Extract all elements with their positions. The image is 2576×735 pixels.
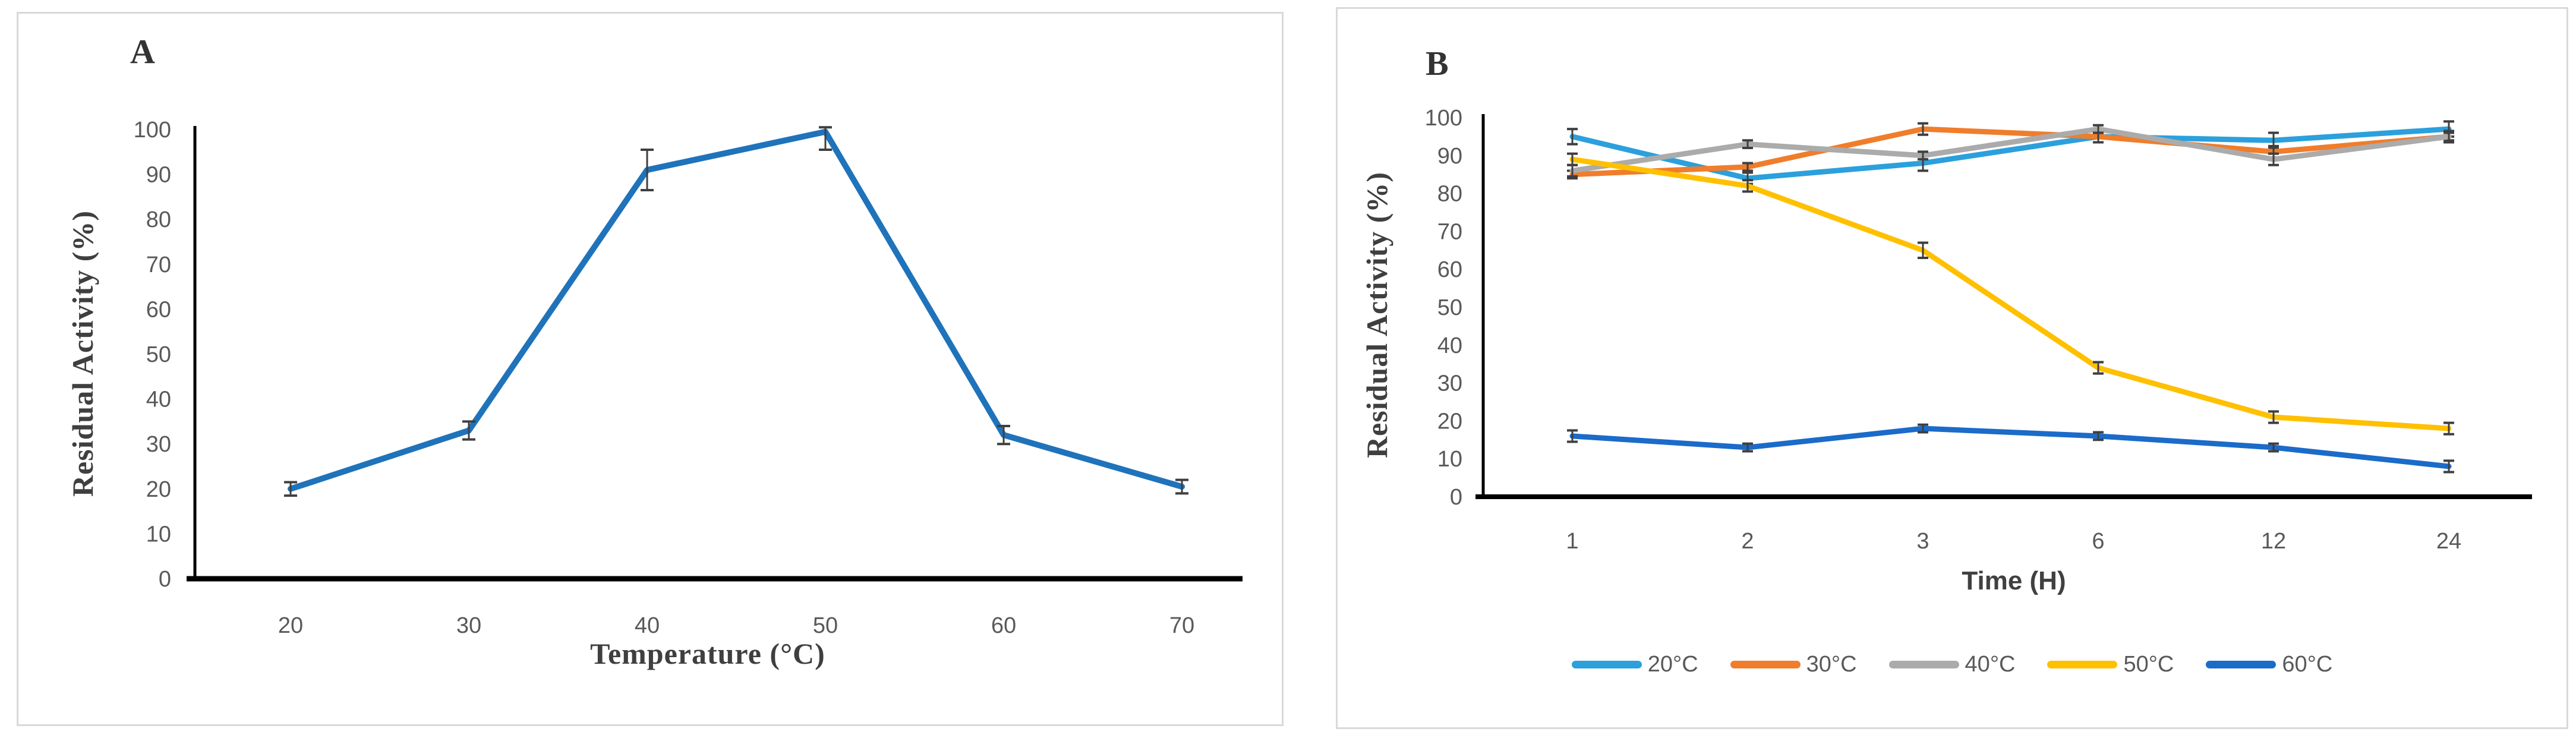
chartA-series-line-residualactivity: [288, 128, 1185, 492]
chartB-series-line-40c: [1569, 126, 2452, 174]
chartB-x-tick-label: 1: [1566, 529, 1578, 554]
legend-swatch-40c: [1888, 661, 1959, 668]
legend-label-50c: 50°C: [2123, 652, 2174, 677]
legend-item-50c: 50°C: [2047, 652, 2174, 677]
chartA-y-tick-label: 40: [146, 387, 171, 412]
legend-swatch-50c: [2047, 661, 2118, 668]
chartB-x-tick-label: 24: [2436, 529, 2461, 554]
chartA-y-tick-label: 100: [134, 118, 171, 143]
chartA-x-tick-label: 50: [813, 613, 838, 638]
chartA-y-tick-label: 10: [146, 522, 171, 547]
panel-a-chart: 0 10 20 30 40 50 60 70 80 90 100 20 30 40 50 60 70: [134, 118, 1243, 638]
chartB-x-tick-label: 3: [1916, 529, 1929, 554]
chartA-y-tick-label: 70: [146, 253, 171, 277]
chartB-y-tick-label: 30: [1437, 371, 1462, 396]
chartA-x-tick-label: 70: [1169, 613, 1194, 638]
chartB-x-tick-label: 12: [2261, 529, 2286, 554]
chartA-x-tick-label: 40: [635, 613, 660, 638]
chartA-y-tick-label: 80: [146, 207, 171, 232]
legend-label-60c: 60°C: [2282, 652, 2333, 677]
chartB-y-tick-label: 70: [1437, 219, 1462, 244]
legend-item-30c: 30°C: [1730, 652, 1857, 677]
legend-label-30c: 30°C: [1806, 652, 1857, 677]
legend-swatch-20c: [1571, 661, 1642, 668]
chartA-x-tick-label: 30: [456, 613, 481, 638]
legend-label-20c: 20°C: [1647, 652, 1698, 677]
chartB-series-line-20c: [1569, 126, 2452, 181]
panel-a-x-axis-title: Temperature (°C): [590, 637, 825, 670]
legend-item-60c: 60°C: [2206, 652, 2332, 677]
panel-a-y-axis-title: Residual Activity (%): [66, 210, 99, 497]
legend-label-40c: 40°C: [1965, 652, 2016, 677]
panel-a-letter: A: [130, 32, 155, 71]
chartB-x-tick-label: 6: [2092, 529, 2104, 554]
chartB-x-tick-label: 2: [1741, 529, 1754, 554]
chartB-y-tick-label: 60: [1437, 257, 1462, 282]
chartB-y-tick-label: 80: [1437, 182, 1462, 207]
chartA-y-tick-label: 20: [146, 477, 171, 502]
chartB-series-line-60c: [1569, 425, 2452, 469]
chartB-y-tick-label: 0: [1450, 485, 1462, 510]
legend-swatch-30c: [1730, 661, 1801, 668]
panel-a: A 0 10 20 30 40 50 60 70 80 90 100 20 30 40 50 60 70 Res…: [17, 12, 1284, 726]
chartB-y-tick-label: 40: [1437, 333, 1462, 358]
legend-item-20c: 20°C: [1571, 652, 1698, 677]
chartA-y-tick-label: 0: [159, 567, 171, 592]
panel-b: B 0 10 20 30 40 50 60 70 80 90 100 1 2 3 6 12 24 Residua…: [1336, 7, 2568, 729]
chartB-series-line-50c: [1569, 156, 2452, 431]
chartB-y-tick-label: 10: [1437, 447, 1462, 472]
chartB-series-line-30c: [1569, 126, 2452, 178]
chartA-y-tick-label: 50: [146, 342, 171, 367]
legend-item-40c: 40°C: [1888, 652, 2016, 677]
panel-b-x-axis-title: Time (H): [1962, 566, 2066, 595]
panel-b-y-axis-title: Residual Activity (%): [1360, 171, 1393, 459]
chartA-x-tick-label: 60: [991, 613, 1016, 638]
chartA-y-tick-label: 90: [146, 163, 171, 188]
chartA-x-tick-label: 20: [278, 613, 303, 638]
chartA-y-tick-label: 30: [146, 432, 171, 457]
chartB-y-tick-label: 20: [1437, 409, 1462, 434]
panel-b-letter: B: [1426, 44, 1449, 83]
legend-swatch-60c: [2206, 661, 2277, 668]
chartB-y-tick-label: 100: [1425, 106, 1462, 131]
chartA-y-tick-label: 60: [146, 297, 171, 322]
panel-b-legend: 20°C 30°C 40°C 50°C 60°C: [1338, 652, 2566, 677]
chartB-y-tick-label: 50: [1437, 295, 1462, 320]
chartB-y-tick-label: 90: [1437, 144, 1462, 169]
